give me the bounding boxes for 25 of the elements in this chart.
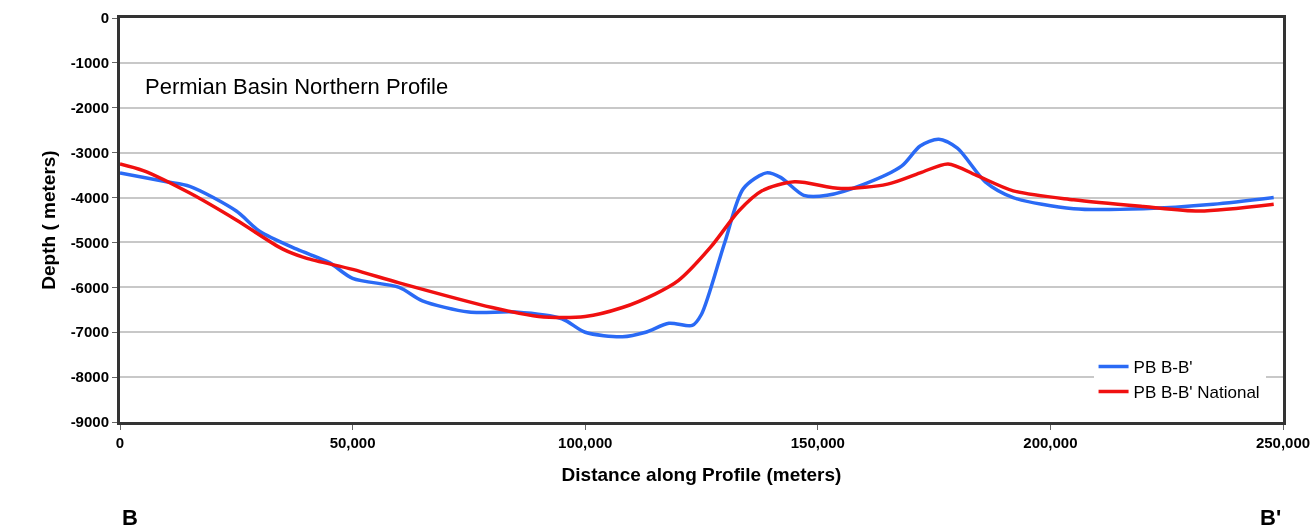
legend-label: PB B-B' National bbox=[1133, 383, 1260, 403]
y-tick-label: -8000 bbox=[70, 368, 109, 386]
legend-label: PB B-B' bbox=[1133, 358, 1193, 378]
y-tick-label: -6000 bbox=[70, 278, 109, 296]
x-tick-label: 250,000 bbox=[1255, 434, 1311, 451]
y-tick-label: -1000 bbox=[70, 54, 109, 72]
line-series bbox=[120, 162, 1276, 320]
text: B' bbox=[1260, 505, 1282, 527]
text: Permian Basin Northern Profile bbox=[145, 74, 449, 99]
y-tick-label: -3000 bbox=[70, 143, 109, 161]
x-tick-label: 100,000 bbox=[558, 434, 613, 451]
y-tick-label: -9000 bbox=[70, 413, 109, 431]
y-tick-label: -2000 bbox=[70, 99, 109, 117]
y-tick-label: -5000 bbox=[70, 233, 109, 251]
y-tick-label: -4000 bbox=[70, 188, 109, 206]
x-tick-label: 0 bbox=[115, 434, 125, 451]
y-tick-label: 0 bbox=[100, 9, 109, 27]
x-tick-label: 50,000 bbox=[329, 434, 376, 451]
y-axis-title: Depth ( meters) bbox=[38, 150, 60, 290]
y-tick-label: -7000 bbox=[70, 323, 109, 341]
line-series bbox=[120, 137, 1276, 339]
x-tick-label: 200,000 bbox=[1023, 434, 1078, 451]
x-axis-title: Distance along Profile (meters) bbox=[561, 463, 842, 485]
x-tick-label: 150,000 bbox=[790, 434, 845, 451]
text: B bbox=[122, 505, 138, 527]
